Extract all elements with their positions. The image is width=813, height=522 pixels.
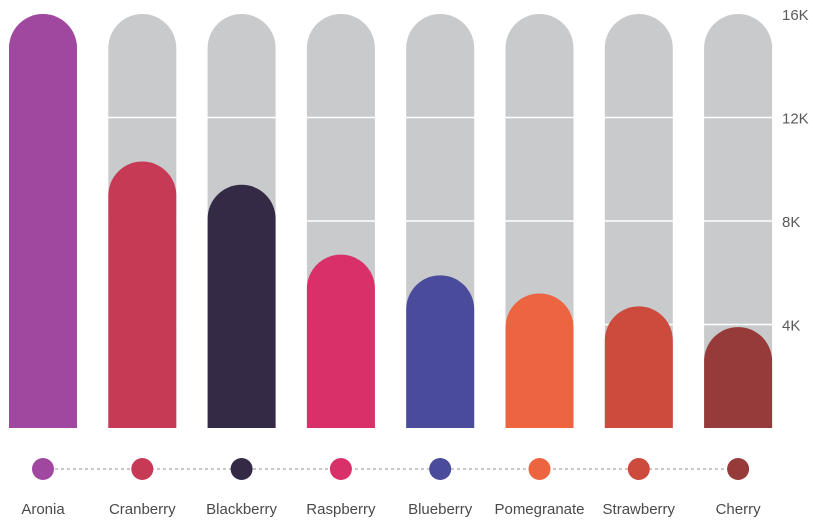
category-labels: Aronia Cranberry Blackberry Raspberry Bluebe… <box>21 501 761 518</box>
y-tick-16k: 16K <box>782 7 809 24</box>
y-axis-ticks: 4K 8K 12K 16K <box>782 7 809 335</box>
category-label-cherry: Cherry <box>716 501 762 518</box>
category-label-blackberry: Blackberry <box>206 501 277 518</box>
bars <box>9 14 773 429</box>
legend-dot-strawberry <box>627 458 650 480</box>
category-label-strawberry: Strawberry <box>603 501 676 518</box>
bar-cranberry <box>108 161 177 429</box>
category-label-aronia: Aronia <box>21 501 65 518</box>
y-tick-4k: 4K <box>782 318 800 335</box>
category-label-cranberry: Cranberry <box>109 501 176 518</box>
y-tick-12k: 12K <box>782 111 809 128</box>
y-tick-8k: 8K <box>782 214 800 231</box>
legend-dot-raspberry <box>329 458 352 480</box>
legend-dot-cherry <box>727 458 750 480</box>
legend-dot-cranberry <box>131 458 154 480</box>
legend-dot-blueberry <box>429 458 452 480</box>
bar-blueberry <box>406 275 475 428</box>
category-label-pomegranate: Pomegranate <box>494 501 584 518</box>
bar-cherry <box>704 327 773 428</box>
legend-dot-aronia <box>32 458 54 480</box>
category-label-raspberry: Raspberry <box>306 501 376 518</box>
category-label-blueberry: Blueberry <box>408 501 473 518</box>
bar-aronia <box>9 14 77 428</box>
bar-blackberry <box>207 184 276 428</box>
legend-dot-pomegranate <box>528 458 551 480</box>
bar-strawberry <box>604 306 673 428</box>
bar-pomegranate <box>505 293 574 428</box>
legend-dot-blackberry <box>230 458 253 480</box>
legend-dots <box>32 458 750 480</box>
bar-raspberry <box>306 254 375 428</box>
